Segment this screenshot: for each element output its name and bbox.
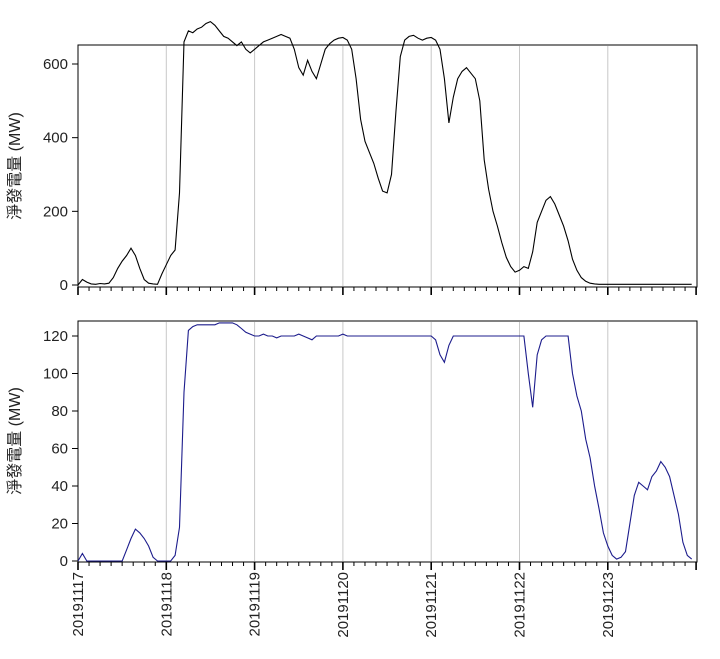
y-tick-label: 120 (43, 328, 68, 345)
y-tick-label: 100 (43, 366, 68, 383)
x-tick-label: 20191119 (247, 572, 264, 637)
x-tick-label: 20191123 (600, 572, 617, 638)
bottom-y-axis-label: 淨發電量 (MW) (6, 387, 24, 495)
top-gridlines (165, 46, 609, 286)
x-tick-label: 20191122 (512, 572, 529, 638)
bottom-x-ticks: 20191117 20191118 20191119 20191120 20191121… (70, 562, 697, 638)
y-tick-label: 80 (51, 403, 68, 420)
x-tick-label: 20191117 (70, 572, 87, 637)
y-tick-label: 20 (51, 516, 68, 533)
y-tick-label: 0 (60, 277, 68, 294)
x-tick-label: 20191120 (335, 572, 352, 638)
bottom-series-line (77, 322, 693, 562)
x-tick-label: 20191118 (158, 572, 175, 637)
y-tick-label: 200 (43, 203, 68, 220)
y-tick-label: 400 (43, 130, 68, 147)
bottom-plot-frame (77, 320, 698, 563)
bottom-panel: 0 20 40 60 80 100 120 20191117 20191118 20191119… (6, 320, 698, 638)
bottom-gridlines (165, 322, 609, 561)
top-y-ticks: 0 200 400 600 (43, 56, 78, 294)
y-tick-label: 600 (43, 56, 68, 73)
top-x-ticks (77, 287, 697, 295)
x-tick-label: 20191121 (423, 572, 440, 638)
y-tick-label: 60 (51, 441, 68, 458)
y-tick-label: 40 (51, 478, 68, 495)
top-y-axis-label: 淨發電量 (MW) (6, 112, 24, 220)
top-panel: 0 200 400 600 淨發電量 (MW) (6, 20, 698, 295)
top-plot-frame (77, 44, 698, 288)
bottom-y-ticks: 0 20 40 60 80 100 120 (43, 328, 78, 570)
y-tick-label: 0 (60, 553, 68, 570)
top-series-line (77, 20, 692, 286)
